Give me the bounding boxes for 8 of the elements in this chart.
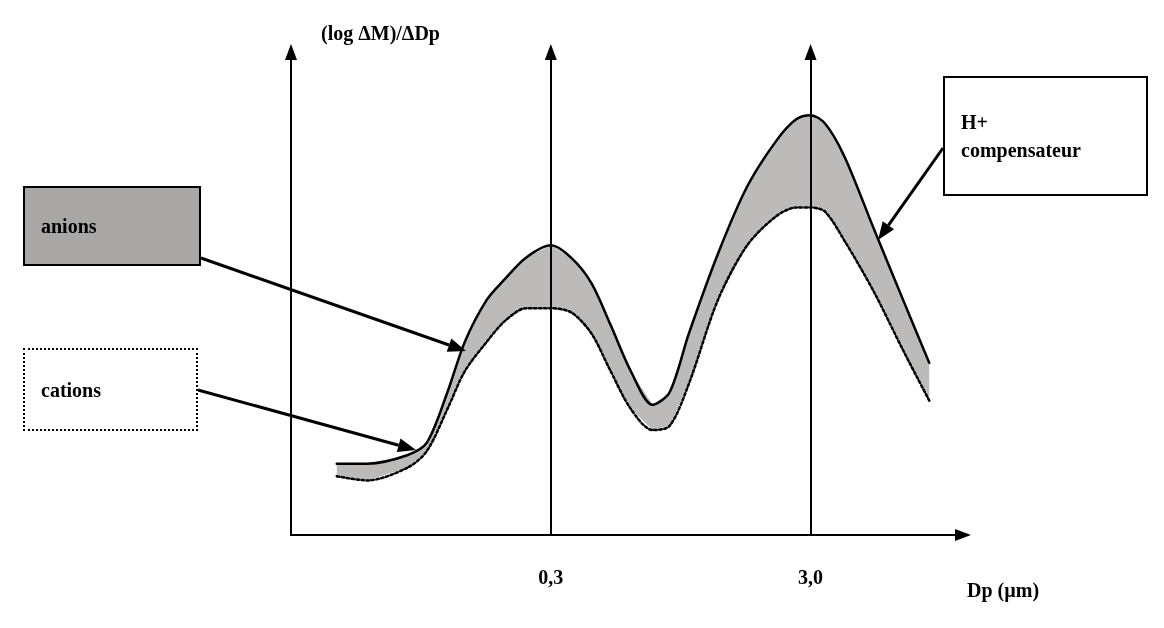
y-axis-title: (log ΔM)/ΔDp — [321, 22, 440, 45]
annotation: H+ compensateur — [961, 110, 1082, 164]
label-box: anions — [23, 186, 201, 266]
x-tick-label: 3,0 — [798, 566, 824, 588]
x-tick-label: 0,3 — [538, 566, 564, 588]
label-box: H+ compensateur — [943, 76, 1148, 196]
x-axis-title: Dp (µm) — [967, 579, 1040, 602]
label-box: cations — [23, 348, 198, 431]
